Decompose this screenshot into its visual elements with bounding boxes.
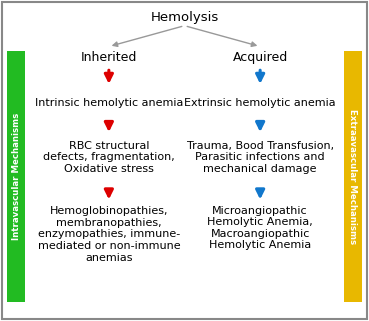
Bar (344, 51, 362, 302)
Text: Microangiopathic
Hemolytic Anemia,
Macroangiopathic
Hemolytic Anemia: Microangiopathic Hemolytic Anemia, Macro… (207, 205, 313, 250)
Text: Intrinsic hemolytic anemia: Intrinsic hemolytic anemia (35, 98, 183, 108)
Text: Hemoglobinopathies,
membranopathies,
enzymopathies, immune-
mediated or non-immu: Hemoglobinopathies, membranopathies, enz… (38, 206, 180, 263)
Text: Acquired: Acquired (232, 51, 288, 64)
Text: Hemolysis: Hemolysis (151, 11, 218, 24)
Text: RBC structural
defects, fragmentation,
Oxidative stress: RBC structural defects, fragmentation, O… (43, 141, 175, 174)
Text: Intravascular Mechanisms: Intravascular Mechanisms (12, 113, 21, 240)
Text: Extrinsic hemolytic anemia: Extrinsic hemolytic anemia (184, 98, 336, 108)
Bar (7, 51, 25, 302)
Text: Extraavascular Mechanisms: Extraavascular Mechanisms (348, 109, 357, 244)
Text: Trauma, Bood Transfusion,
Parasitic infections and
mechanical damage: Trauma, Bood Transfusion, Parasitic infe… (187, 141, 334, 174)
Text: Inherited: Inherited (81, 51, 137, 64)
